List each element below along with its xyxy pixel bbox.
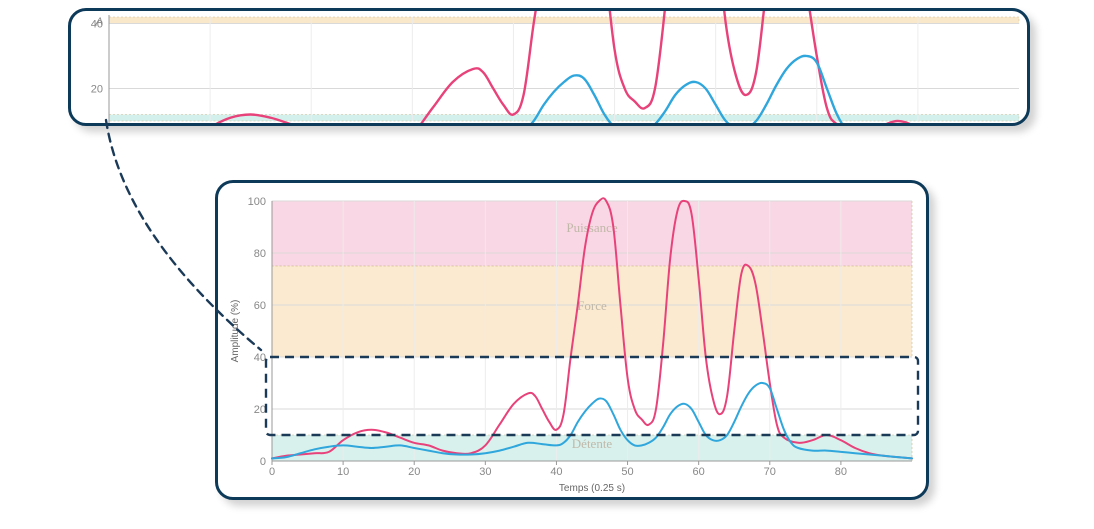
zoom-selection-box bbox=[266, 357, 918, 435]
figure-stage: 2040A 0 20 40 60 80 100 0 10 20 30 40 50 60 70 80 Puiss… bbox=[0, 0, 1094, 529]
zone-label-détente: Détente bbox=[572, 436, 613, 451]
zoom-zone-strip bbox=[109, 17, 1019, 24]
y-tick-label: 0 bbox=[260, 456, 266, 468]
y-axis-title: Amplitude (%) bbox=[230, 300, 241, 363]
x-tick-label: 40 bbox=[550, 466, 562, 478]
y-tick-label: 20 bbox=[254, 404, 266, 416]
x-tick-label: 60 bbox=[693, 466, 705, 478]
main-chart-svg: 0 20 40 60 80 100 0 10 20 30 40 50 60 70 80 Puissance Fo… bbox=[218, 183, 929, 500]
y-tick-label: 100 bbox=[248, 196, 266, 208]
zoom-panel: 2040A bbox=[68, 8, 1030, 126]
y-tick-label: 60 bbox=[254, 300, 266, 312]
zone-label-puissance: Puissance bbox=[566, 220, 618, 235]
y-tick-label: 40 bbox=[254, 352, 266, 364]
zoom-series-pink bbox=[109, 11, 1019, 126]
zoom-chart-svg: 2040A bbox=[71, 11, 1030, 126]
y-tick-label: 80 bbox=[254, 248, 266, 260]
x-tick-label: 50 bbox=[621, 466, 633, 478]
x-axis-title: Temps (0.25 s) bbox=[559, 483, 625, 494]
zoom-y-tick-label: 20 bbox=[91, 84, 103, 96]
x-tick-label: 80 bbox=[835, 466, 847, 478]
x-tick-label: 30 bbox=[479, 466, 491, 478]
x-tick-label: 10 bbox=[337, 466, 349, 478]
zoom-y-unit-label: A bbox=[95, 16, 103, 28]
main-chart-panel: 0 20 40 60 80 100 0 10 20 30 40 50 60 70 80 Puissance Fo… bbox=[215, 180, 929, 500]
x-tick-label: 20 bbox=[408, 466, 420, 478]
zone-label-force: Force bbox=[577, 298, 607, 313]
x-tick-label: 0 bbox=[269, 466, 275, 478]
x-tick-label: 70 bbox=[764, 466, 776, 478]
